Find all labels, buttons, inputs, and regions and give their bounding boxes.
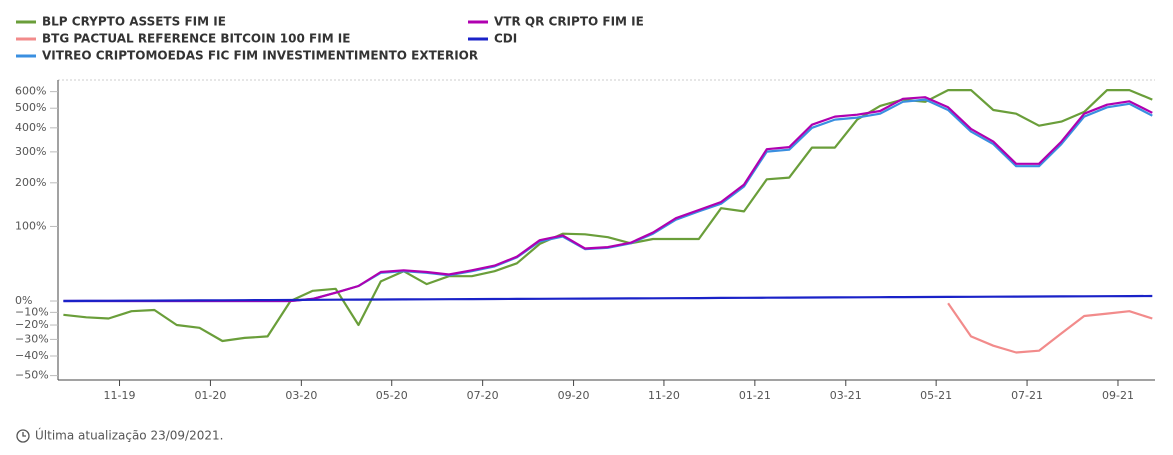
series-line bbox=[63, 294, 1153, 303]
x-tick-label: 05-20 bbox=[376, 389, 408, 402]
y-tick-label: −50% bbox=[15, 369, 49, 382]
series-line bbox=[63, 96, 1153, 303]
y-tick-label: 400% bbox=[15, 121, 46, 134]
legend-label: BLP CRYPTO ASSETS FIM IE bbox=[42, 15, 226, 29]
y-tick-label: 200% bbox=[15, 176, 46, 189]
y-tick-label: 100% bbox=[15, 219, 46, 232]
x-tick-label: 09-20 bbox=[558, 389, 590, 402]
y-tick-label: 500% bbox=[15, 101, 46, 114]
x-tick-label: 03-21 bbox=[830, 389, 862, 402]
y-tick-label: −20% bbox=[15, 318, 49, 331]
x-tick-label: 01-20 bbox=[194, 389, 226, 402]
series-line bbox=[947, 302, 1153, 354]
x-tick-label: 05-21 bbox=[920, 389, 952, 402]
x-tick-label: 01-21 bbox=[739, 389, 771, 402]
x-tick-label: 07-20 bbox=[467, 389, 499, 402]
legend-label: VTR QR CRIPTO FIM IE bbox=[494, 15, 644, 29]
x-tick-label: 11-20 bbox=[648, 389, 680, 402]
y-tick-label: 600% bbox=[15, 85, 46, 98]
series-line bbox=[63, 89, 1153, 343]
y-tick-label: −30% bbox=[15, 332, 49, 345]
footnote: Última atualização 23/09/2021. bbox=[35, 428, 223, 443]
y-tick-label: −10% bbox=[15, 305, 49, 318]
y-tick-label: −40% bbox=[15, 349, 49, 362]
y-tick-label: 300% bbox=[15, 145, 46, 158]
x-tick-label: 11-19 bbox=[104, 389, 136, 402]
legend-label: CDI bbox=[494, 32, 517, 46]
legend-label: VITREO CRIPTOMOEDAS FIC FIM INVESTIMENTI… bbox=[42, 49, 478, 63]
x-tick-label: 07-21 bbox=[1011, 389, 1043, 402]
x-tick-label: 03-20 bbox=[285, 389, 317, 402]
x-tick-label: 09-21 bbox=[1102, 389, 1134, 402]
legend-label: BTG PACTUAL REFERENCE BITCOIN 100 FIM IE bbox=[42, 32, 350, 46]
clock-icon bbox=[16, 429, 30, 443]
y-tick-label: 0% bbox=[15, 294, 32, 307]
series-line bbox=[63, 98, 1153, 303]
